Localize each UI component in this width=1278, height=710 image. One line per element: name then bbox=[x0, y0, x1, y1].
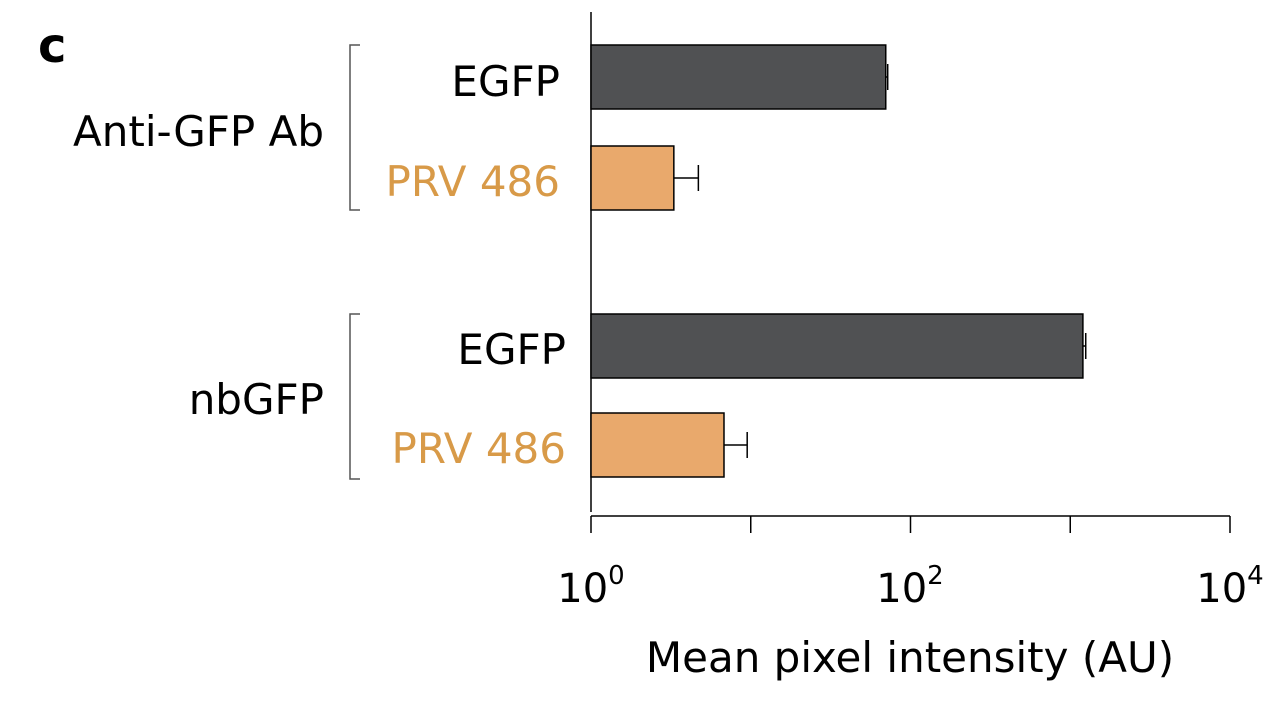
bar-g1-b1 bbox=[590, 412, 725, 478]
group-label-nbgfp: nbGFP bbox=[189, 375, 324, 424]
bar-label-nbgfp-egfp: EGFP bbox=[457, 325, 566, 374]
x-tick-label-100: 102 bbox=[876, 561, 943, 612]
x-axis-ticks bbox=[590, 516, 1231, 533]
x-tick-label-10000: 104 bbox=[1196, 561, 1263, 612]
bar-g0-b1 bbox=[590, 145, 675, 211]
bars-layer bbox=[590, 44, 1087, 478]
group-bracket-nbgfp bbox=[349, 313, 360, 480]
bar-label-nbgfp-prv486: PRV 486 bbox=[392, 424, 566, 473]
x-tick-label-1: 100 bbox=[557, 561, 624, 612]
bar-g1-b0 bbox=[590, 313, 1084, 379]
group-bracket-anti-gfp bbox=[349, 44, 360, 211]
group-label-anti-gfp: Anti-GFP Ab bbox=[73, 107, 324, 156]
bar-g0-b0 bbox=[590, 44, 887, 110]
panel-label: c bbox=[38, 18, 66, 74]
x-axis-title: Mean pixel intensity (AU) bbox=[646, 633, 1174, 682]
bar-label-anti-gfp-egfp: EGFP bbox=[451, 57, 560, 106]
bar-label-anti-gfp-prv486: PRV 486 bbox=[386, 157, 560, 206]
